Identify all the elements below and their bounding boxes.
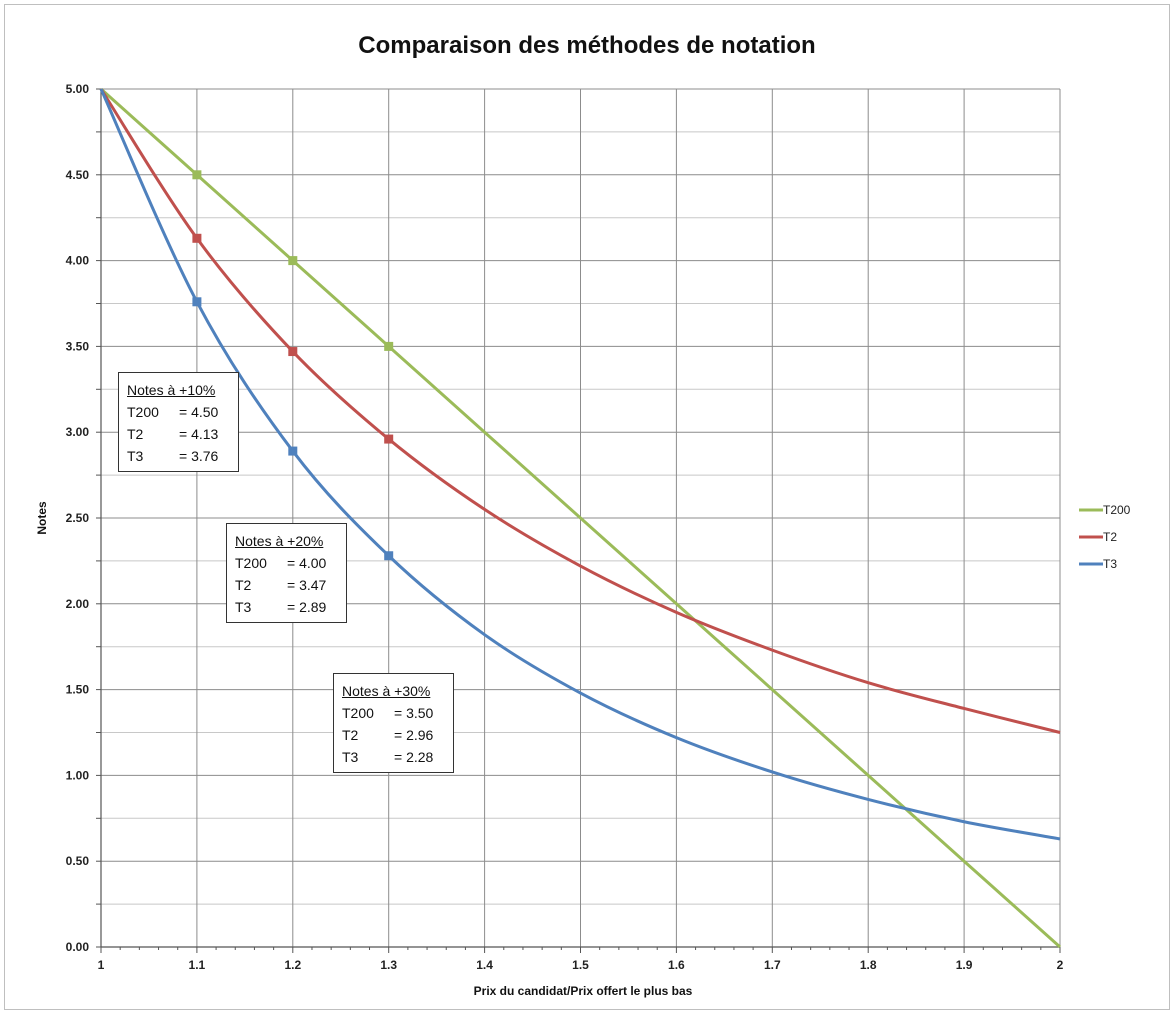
annotation-value: = 4.13 — [179, 426, 219, 442]
legend-label-t200: T200 — [1103, 503, 1131, 517]
annotation-box-20: Notes à +20% T200 = 4.00 T2 = 3.47 T3 = 2.8… — [226, 523, 347, 623]
annotation-series: T2 — [235, 577, 252, 593]
series-line-t2 — [99, 88, 1061, 734]
data-point-t200 — [384, 341, 394, 351]
y-tick-label: 4.00 — [66, 254, 90, 268]
y-tick-label: 0.50 — [66, 854, 90, 868]
data-point-t3 — [384, 551, 394, 561]
annotation-row: T3 = 2.28 — [342, 746, 445, 768]
chart-legend: T200 T2 T3 — [1079, 503, 1131, 571]
x-tick-label: 2 — [1057, 958, 1064, 972]
annotation-box-30: Notes à +30% T200 = 3.50 T2 = 2.96 T3 = 2.2… — [333, 673, 454, 773]
annotation-row: T200 = 3.50 — [342, 702, 445, 724]
y-tick-label: 2.50 — [66, 511, 90, 525]
x-tick-label: 1.3 — [380, 958, 397, 972]
annotation-value: = 3.76 — [179, 448, 219, 464]
x-tick-label: 1.6 — [668, 958, 685, 972]
x-tick-label: 1.5 — [572, 958, 589, 972]
y-tick-label: 3.00 — [66, 425, 90, 439]
annotation-value: = 2.96 — [394, 727, 434, 743]
annotation-series: T3 — [342, 749, 359, 765]
data-point-t2 — [192, 233, 202, 243]
chart-frame: Comparaison des méthodes de notation 1 1.… — [4, 4, 1170, 1010]
y-axis-title: Notes — [35, 501, 49, 535]
annotation-series: T200 — [235, 555, 267, 571]
annotation-value: = 4.00 — [287, 555, 327, 571]
x-tick-label: 1.9 — [956, 958, 973, 972]
annotation-title: Notes à +20% — [235, 533, 324, 549]
y-tick-label: 0.00 — [66, 940, 90, 954]
x-tick-label: 1 — [98, 958, 105, 972]
data-point-t2 — [288, 347, 298, 357]
annotation-row: T2 = 4.13 — [127, 423, 230, 445]
annotation-row: T200 = 4.50 — [127, 401, 230, 423]
annotation-title: Notes à +30% — [342, 683, 431, 699]
y-tick-label: 1.00 — [66, 768, 90, 782]
chart-axes — [96, 88, 1061, 953]
chart-grid — [100, 88, 1061, 948]
annotation-row: T3 = 2.89 — [235, 596, 338, 618]
x-tick-label: 1.4 — [476, 958, 493, 972]
legend-label-t3: T3 — [1103, 557, 1117, 571]
x-tick-label: 1.2 — [284, 958, 301, 972]
legend-label-t2: T2 — [1103, 530, 1117, 544]
x-tick-label: 1.7 — [764, 958, 781, 972]
chart-svg: Comparaison des méthodes de notation 1 1.… — [35, 32, 1131, 998]
data-point-t200 — [288, 256, 298, 266]
annotation-series: T2 — [127, 426, 144, 442]
chart-series — [99, 87, 1062, 949]
y-tick-labels: 0.00 0.50 1.00 1.50 2.00 2.50 3.00 3.50 4.00 4.50… — [66, 82, 90, 954]
annotation-series: T200 — [127, 404, 159, 420]
x-tick-labels: 1 1.1 1.2 1.3 1.4 1.5 1.6 1.7 1.8 1.9 2 — [98, 958, 1064, 972]
data-point-t3 — [288, 446, 298, 456]
y-tick-label: 1.50 — [66, 683, 90, 697]
annotation-value: = 2.28 — [394, 749, 434, 765]
chart-markers — [192, 170, 394, 561]
y-tick-label: 4.50 — [66, 168, 90, 182]
series-line-t3 — [99, 88, 1061, 841]
x-tick-label: 1.8 — [860, 958, 877, 972]
annotation-row: T2 = 2.96 — [342, 724, 445, 746]
annotation-value: = 4.50 — [179, 404, 219, 420]
annotation-series: T3 — [127, 448, 144, 464]
annotation-series: T2 — [342, 727, 359, 743]
x-tick-label: 1.1 — [189, 958, 206, 972]
annotation-value: = 3.50 — [394, 705, 434, 721]
series-line-t200 — [99, 87, 1062, 949]
annotation-box-10: Notes à +10% T200 = 4.50 T2 = 4.13 T3 = 3.7… — [118, 372, 239, 472]
annotation-title: Notes à +10% — [127, 382, 216, 398]
annotation-row: T200 = 4.00 — [235, 552, 338, 574]
y-tick-label: 5.00 — [66, 82, 90, 96]
chart-title: Comparaison des méthodes de notation — [358, 32, 815, 59]
annotation-row: T2 = 3.47 — [235, 574, 338, 596]
x-axis-title: Prix du candidat/Prix offert le plus bas — [474, 984, 693, 998]
data-point-t2 — [384, 434, 394, 444]
annotation-series: T3 — [235, 599, 252, 615]
annotation-row: T3 = 3.76 — [127, 445, 230, 467]
y-tick-label: 2.00 — [66, 597, 90, 611]
data-point-t200 — [192, 170, 202, 180]
annotation-value: = 3.47 — [287, 577, 327, 593]
data-point-t3 — [192, 297, 202, 307]
annotation-value: = 2.89 — [287, 599, 327, 615]
annotation-series: T200 — [342, 705, 374, 721]
y-tick-label: 3.50 — [66, 339, 90, 353]
